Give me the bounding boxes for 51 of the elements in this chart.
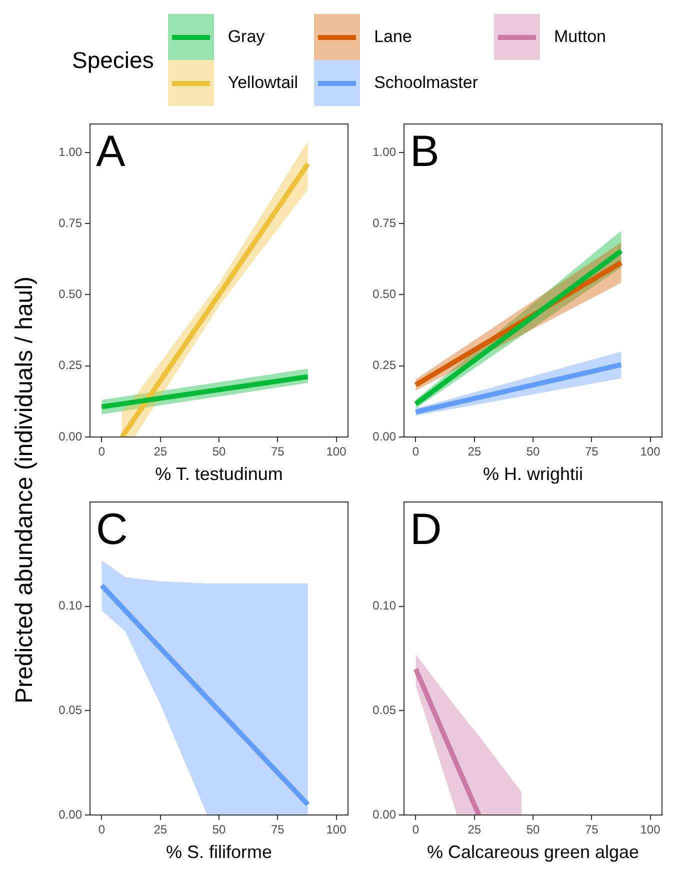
x-tick-label: 50 xyxy=(212,444,226,459)
y-tick-label: 0.25 xyxy=(58,358,82,372)
x-tick-label: 100 xyxy=(326,822,347,837)
x-tick-label: 100 xyxy=(326,444,347,459)
annotation: B xyxy=(410,127,440,176)
y-tick-label: 0.75 xyxy=(372,216,396,230)
legend-label: Lane xyxy=(374,27,412,47)
y-tick-label: 0.00 xyxy=(58,807,82,822)
y-tick-label: 1.00 xyxy=(58,144,82,159)
x-tick-label: 0 xyxy=(98,822,106,837)
x-tick-label: 25 xyxy=(154,444,168,459)
y-axis-title: Predicted abundance (individuals / haul) xyxy=(11,276,39,704)
x-axis-title: % H. wrightii xyxy=(482,464,584,484)
x-tick-label: 0 xyxy=(412,444,420,459)
annotation: D xyxy=(410,505,442,554)
x-tick-label: 75 xyxy=(270,822,285,837)
y-tick-label: 0.00 xyxy=(58,429,82,444)
x-tick-label: 100 xyxy=(640,444,661,459)
legend-title: Species xyxy=(72,46,154,74)
annotation: A xyxy=(96,127,126,176)
x-tick-label: 25 xyxy=(468,444,482,459)
x-tick-label: 0 xyxy=(98,444,106,459)
x-tick-label: 100 xyxy=(640,822,661,837)
y-tick-label: 0.00 xyxy=(372,429,396,444)
x-tick-label: 25 xyxy=(468,822,482,837)
y-tick-label: 0.10 xyxy=(58,598,82,613)
x-tick-label: 50 xyxy=(526,444,540,459)
y-tick-label: 0.00 xyxy=(372,807,396,822)
y-tick-label: 0.75 xyxy=(58,216,82,230)
y-tick-label: 0.05 xyxy=(372,702,396,717)
legend-label: Gray xyxy=(228,27,265,47)
legend-label: Schoolmaster xyxy=(374,73,478,93)
x-axis-title: % T. testudinum xyxy=(155,464,283,484)
y-tick-label: 0.05 xyxy=(58,702,82,717)
x-tick-label: 75 xyxy=(584,444,599,459)
x-tick-label: 50 xyxy=(212,822,226,837)
y-tick-label: 0.10 xyxy=(372,598,396,613)
legend-label: Mutton xyxy=(554,27,606,47)
x-tick-label: 50 xyxy=(526,822,540,837)
x-axis-title: % Calcareous green algae xyxy=(426,842,640,862)
y-tick-label: 1.00 xyxy=(372,144,396,159)
x-tick-label: 75 xyxy=(584,822,599,837)
annotation: C xyxy=(96,505,128,554)
y-tick-label: 0.25 xyxy=(372,358,396,372)
x-tick-label: 25 xyxy=(154,822,168,837)
legend-label: Yellowtail xyxy=(228,73,298,93)
x-tick-label: 75 xyxy=(270,444,285,459)
x-axis-title: % S. filiforme xyxy=(166,842,272,862)
x-tick-label: 0 xyxy=(412,822,420,837)
y-tick-label: 0.50 xyxy=(58,287,82,302)
y-tick-label: 0.50 xyxy=(372,287,396,302)
